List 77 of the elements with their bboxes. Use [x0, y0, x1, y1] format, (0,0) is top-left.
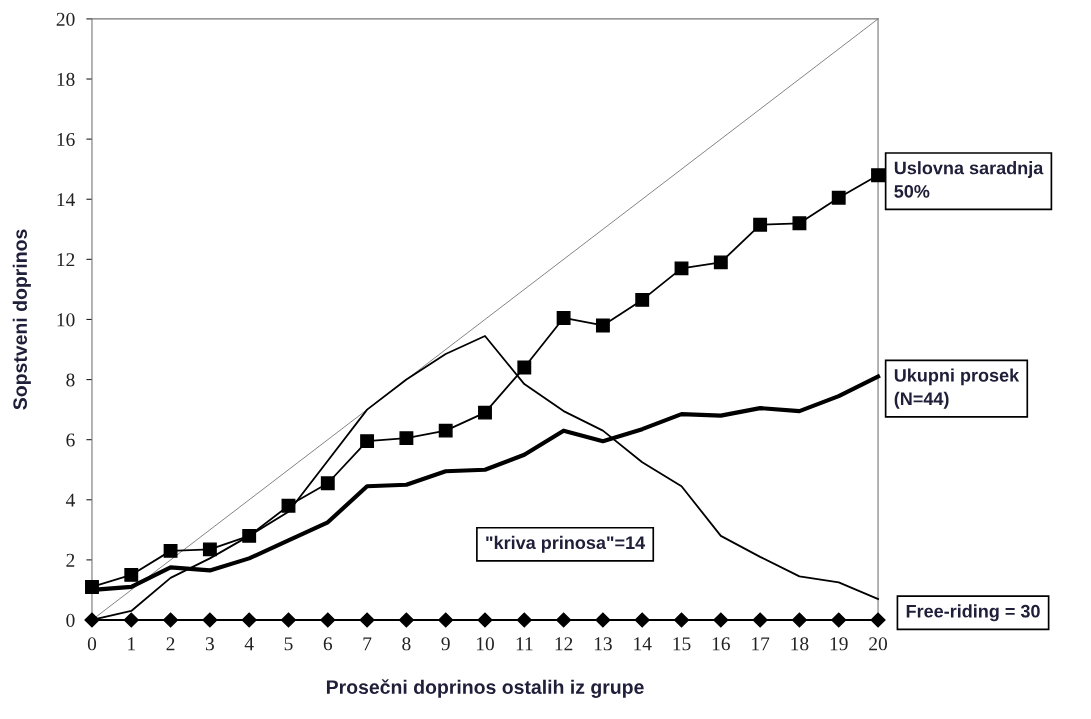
x-tick-label: 8 [402, 637, 411, 651]
y-tick-label: 8 [66, 373, 75, 387]
y-tick-label: 2 [66, 553, 75, 567]
point [163, 612, 179, 628]
point [713, 255, 728, 270]
point [477, 612, 493, 628]
y-tick-label: 6 [66, 433, 75, 447]
x-tick-label: 13 [594, 637, 612, 651]
point [635, 292, 650, 307]
point [163, 543, 178, 558]
point [398, 612, 414, 628]
point [870, 612, 886, 628]
point [595, 612, 611, 628]
point [674, 261, 689, 276]
x-tick-label: 19 [830, 637, 848, 651]
point [360, 434, 375, 449]
series-label: Free-riding = 30 [906, 604, 1040, 622]
point [791, 612, 808, 628]
point [792, 216, 807, 231]
point [831, 190, 846, 205]
x-tick-label: 9 [441, 637, 450, 651]
point [556, 612, 572, 628]
point [280, 612, 297, 628]
x-tick-label: 2 [166, 637, 175, 651]
x-axis-title: Prosečni doprinos ostalih iz grupe [326, 679, 644, 698]
series-label: Ukupni prosek (N=44) [894, 368, 1020, 409]
point [752, 612, 768, 628]
y-tick-label: 14 [57, 193, 75, 206]
point [556, 311, 571, 325]
point [673, 612, 690, 628]
point [320, 612, 336, 628]
x-tick-label: 0 [87, 637, 97, 651]
point [478, 405, 492, 420]
y-tick-label: 16 [57, 133, 75, 147]
point [516, 612, 532, 628]
point [399, 431, 414, 446]
y-axis-title: Sopstveni doprinos [12, 229, 31, 410]
x-tick-label: 18 [791, 637, 809, 651]
point [438, 612, 454, 628]
x-tick-label: 10 [476, 637, 494, 651]
x-tick-label: 6 [323, 637, 333, 651]
point [123, 612, 139, 628]
text: "kriva prinosa"=14 [486, 535, 646, 553]
series-label: Uslovna saradnja 50% [894, 161, 1044, 198]
point [595, 318, 610, 333]
x-tick-label: 11 [516, 637, 533, 651]
point [831, 612, 847, 628]
y-tick-label: 0 [66, 613, 75, 627]
x-tick-label: 14 [634, 637, 652, 651]
point [241, 612, 257, 628]
point [202, 542, 217, 557]
x-tick-label: 20 [869, 637, 888, 651]
point [202, 612, 218, 628]
point [359, 612, 375, 628]
point [320, 476, 335, 491]
point [84, 612, 100, 628]
x-tick-label: 17 [752, 637, 770, 651]
point [634, 612, 650, 628]
point [753, 217, 768, 232]
y-tick-label: 12 [57, 253, 75, 267]
y-tick-label: 18 [57, 72, 75, 86]
x-tick-label: 12 [555, 637, 573, 651]
x-tick-label: 5 [284, 637, 293, 651]
y-tick-label: 20 [56, 12, 75, 26]
point [124, 567, 139, 582]
point [871, 168, 885, 183]
x-tick-label: 16 [712, 637, 730, 651]
x-tick-label: 1 [128, 637, 135, 651]
x-tick-label: 15 [673, 637, 691, 651]
x-tick-label: 3 [205, 637, 214, 651]
x-tick-label: 4 [244, 637, 254, 651]
x-tick-label: 7 [363, 637, 372, 651]
point [713, 612, 729, 628]
point [517, 360, 532, 375]
y-tick-label: 10 [57, 313, 75, 327]
y-tick-label: 4 [65, 493, 75, 507]
point [438, 423, 453, 438]
